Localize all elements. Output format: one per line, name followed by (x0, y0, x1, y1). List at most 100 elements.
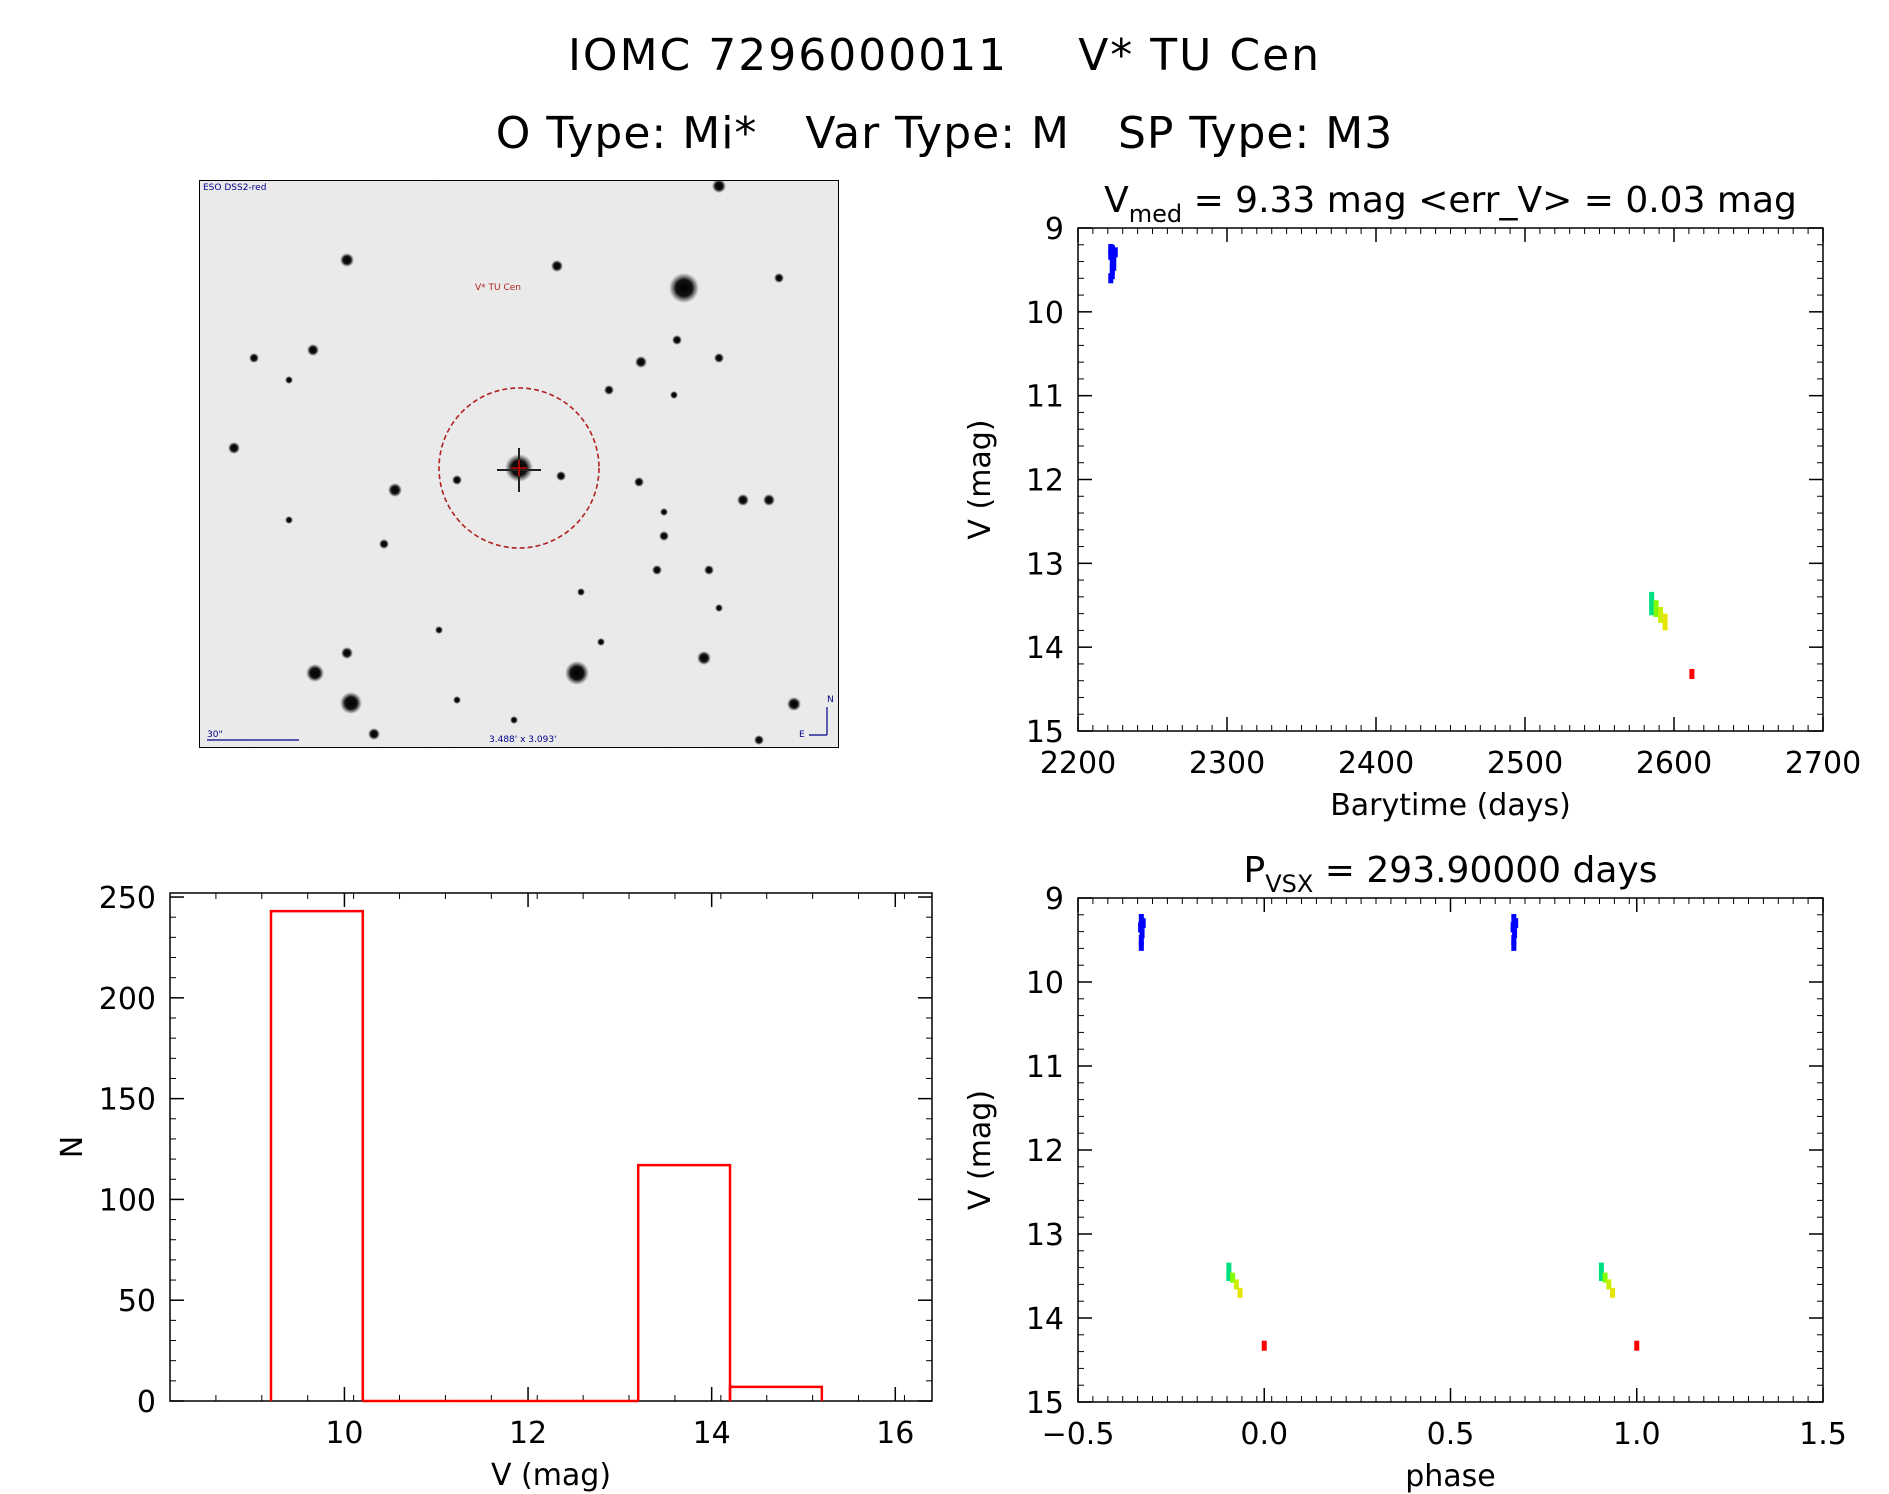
star (368, 728, 380, 740)
phased-title-rest: = 293.90000 days (1313, 850, 1657, 891)
lightcurve-ytick-label: 10 (1026, 296, 1064, 331)
histogram-bar (728, 1385, 824, 1401)
lightcurve-point (1108, 249, 1114, 260)
fov-label: 3.488' x 3.093' (489, 735, 557, 745)
phased-point (1510, 922, 1516, 933)
sky-frame (199, 180, 839, 748)
object-id: IOMC 7296000011 (567, 30, 1009, 81)
target-circle (438, 387, 600, 549)
phased-ytick-label: 9 (1045, 882, 1064, 917)
phased-title-main: P (1244, 850, 1266, 891)
star (340, 253, 354, 267)
sky-image: ESO DSS2-red V* TU Cen 30" 3.488' x 3.09… (199, 180, 839, 748)
phased-ytick-label: 13 (1026, 1218, 1064, 1253)
star (452, 475, 462, 485)
var-type-label: Var Type: M (805, 108, 1070, 159)
star (340, 692, 362, 714)
object-name: V* TU Cen (1078, 30, 1322, 81)
phased-title: PVSX = 293.90000 days (1244, 850, 1658, 898)
lightcurve-ytick-label: 12 (1026, 464, 1064, 499)
lightcurve-ytick-label: 11 (1026, 380, 1064, 415)
lightcurve-point (1649, 598, 1655, 609)
compass-east: E (799, 730, 805, 740)
phased-point (1138, 935, 1144, 945)
star (597, 638, 605, 646)
phased-ytick-label: 12 (1026, 1134, 1064, 1169)
lightcurve-xtick-label: 2500 (1487, 746, 1563, 781)
star (660, 508, 668, 516)
lightcurve-xtick-label: 2600 (1636, 746, 1712, 781)
histogram-ytick-label: 50 (118, 1284, 156, 1319)
star (672, 335, 682, 345)
histogram-ytick-label: 100 (99, 1183, 156, 1218)
lightcurve-point (1658, 612, 1664, 623)
phased-ytick-label: 11 (1026, 1050, 1064, 1085)
lightcurve-xtick-label: 2200 (1040, 746, 1116, 781)
lightcurve-title-rest: = 9.33 mag <err_V> = 0.03 mag (1182, 180, 1797, 221)
star (341, 647, 353, 659)
phased-xtick-label: 0.0 (1240, 1417, 1288, 1452)
star (697, 651, 711, 665)
histogram-ylabel: N (55, 1136, 90, 1158)
star (285, 376, 293, 384)
lightcurve-point (1662, 613, 1668, 624)
histogram-ytick-label: 200 (99, 982, 156, 1017)
star (249, 353, 259, 363)
phased-point (1634, 1340, 1640, 1351)
phased-point (1226, 1271, 1232, 1281)
star (228, 442, 240, 454)
lightcurve-title-sub: med (1129, 200, 1182, 228)
phased-point (1598, 1271, 1604, 1281)
lightcurve-ytick-label: 14 (1026, 631, 1064, 666)
lightcurve-xtick-label: 2400 (1338, 746, 1414, 781)
lightcurve-point (1689, 668, 1695, 679)
star (453, 696, 461, 704)
compass-north: N (827, 695, 834, 705)
phased-xtick-label: 1.5 (1799, 1417, 1847, 1452)
phased-xtick-label: −0.5 (1042, 1417, 1115, 1452)
histogram-xtick-label: 14 (693, 1416, 731, 1451)
star (556, 471, 566, 481)
phased-xtick-label: 1.0 (1613, 1417, 1661, 1452)
lightcurve-point (1649, 605, 1655, 616)
lightcurve-ytick-label: 9 (1045, 212, 1064, 247)
phased-point (1230, 1272, 1236, 1283)
star (787, 697, 801, 711)
lightcurve-title-main: V (1104, 180, 1129, 221)
lightcurve-xtick-label: 2300 (1189, 746, 1265, 781)
phased-point (1261, 1340, 1267, 1351)
scale-label: 30" (207, 730, 223, 740)
star (285, 516, 293, 524)
star (714, 353, 724, 363)
figure-title: IOMC 7296000011 V* TU Cen (0, 30, 1889, 81)
star (307, 344, 319, 356)
star (774, 273, 784, 283)
star (577, 588, 585, 596)
sp-type-label: SP Type: M3 (1117, 108, 1394, 159)
phased-point (1511, 935, 1517, 945)
star (388, 483, 402, 497)
star (634, 477, 644, 487)
lightcurve-ytick-label: 15 (1026, 715, 1064, 750)
star (715, 604, 723, 612)
phased-point (1237, 1287, 1243, 1298)
lightcurve-xtick-label: 2700 (1785, 746, 1861, 781)
phased-point (1513, 918, 1519, 929)
phased-point (1602, 1272, 1608, 1283)
histogram-ytick-label: 250 (99, 881, 156, 916)
star (704, 565, 714, 575)
target-label: V* TU Cen (475, 283, 521, 293)
survey-label: ESO DSS2-red (203, 183, 266, 193)
phased-ytick-label: 10 (1026, 966, 1064, 1001)
lightcurve-point (1653, 606, 1659, 617)
phased-title-sub: VSX (1265, 870, 1313, 898)
lightcurve-point (1662, 620, 1668, 631)
histogram-xtick-label: 12 (509, 1416, 547, 1451)
lightcurve-point (1109, 244, 1115, 255)
star (604, 385, 614, 395)
histogram-xlabel: V (mag) (491, 1458, 611, 1493)
figure-subtitle: O Type: Mi* Var Type: M SP Type: M3 (0, 108, 1889, 159)
star (669, 273, 699, 303)
phased-ytick-label: 14 (1026, 1302, 1064, 1337)
histogram-ytick-label: 0 (137, 1385, 156, 1420)
